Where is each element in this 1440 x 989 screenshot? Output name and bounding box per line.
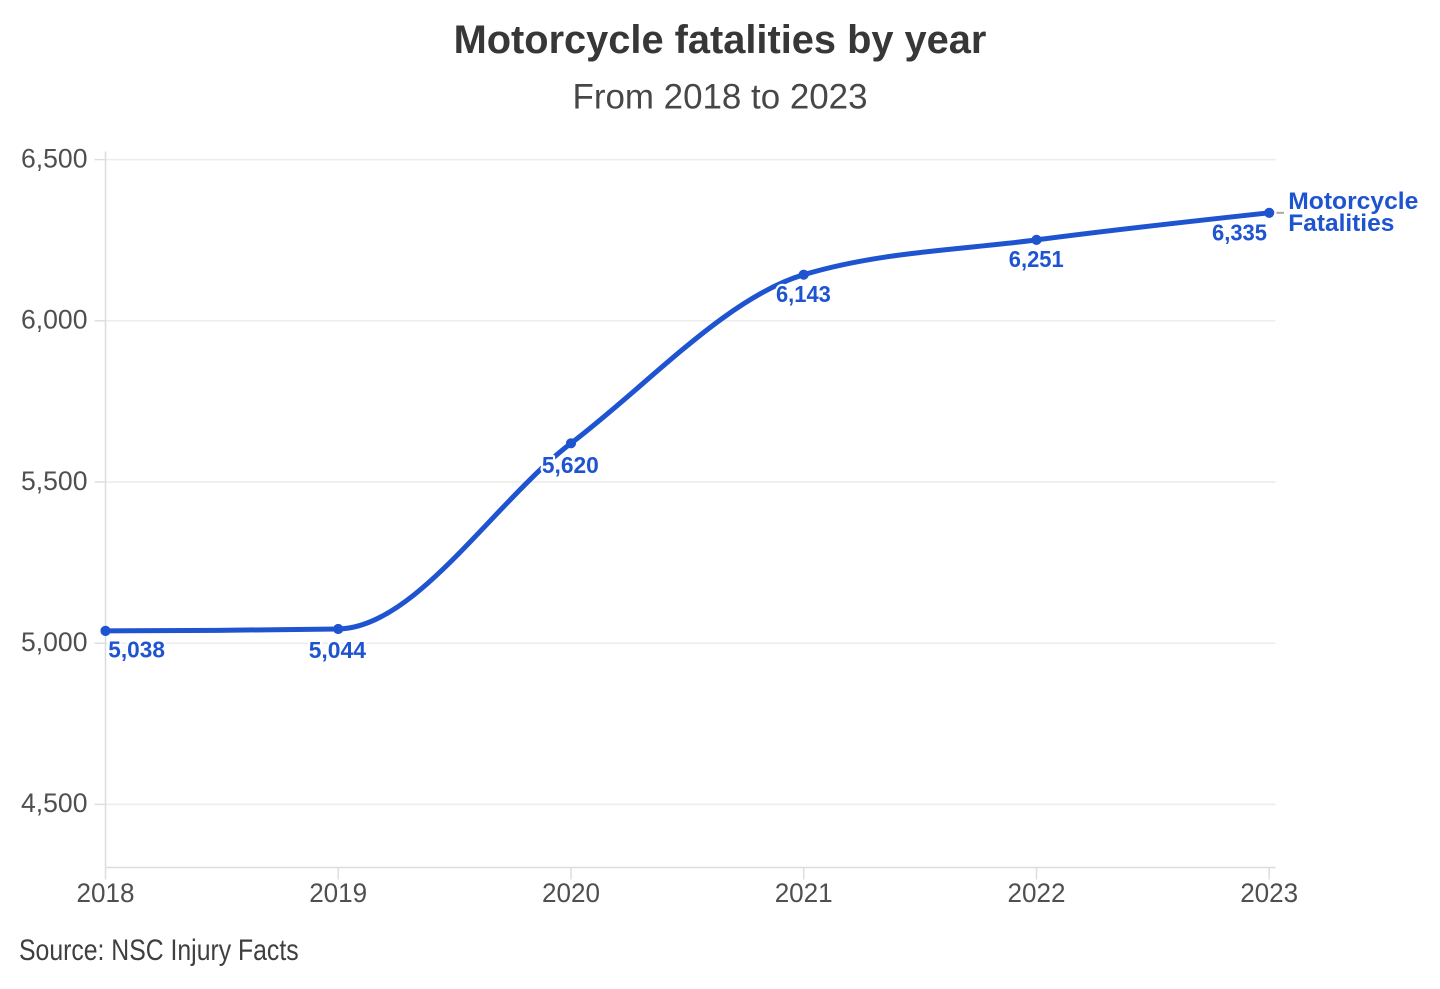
svg-text:6,335: 6,335 <box>1212 220 1267 246</box>
svg-text:2021: 2021 <box>775 878 833 908</box>
svg-text:2020: 2020 <box>542 878 600 908</box>
svg-text:Motorcycle fatalities by year: Motorcycle fatalities by year <box>454 18 987 62</box>
svg-text:Fatalities: Fatalities <box>1288 210 1394 237</box>
svg-text:6,500: 6,500 <box>21 143 88 173</box>
svg-text:6,000: 6,000 <box>21 305 88 335</box>
svg-text:6,251: 6,251 <box>1009 246 1064 272</box>
svg-text:6,143: 6,143 <box>776 281 831 307</box>
svg-text:Source: NSC Injury Facts: Source: NSC Injury Facts <box>19 934 299 967</box>
svg-text:5,044: 5,044 <box>309 637 366 663</box>
svg-text:5,500: 5,500 <box>21 466 88 496</box>
svg-text:Motorcycle: Motorcycle <box>1288 188 1418 215</box>
svg-text:2019: 2019 <box>309 878 367 908</box>
svg-text:4,500: 4,500 <box>21 788 88 818</box>
svg-text:5,620: 5,620 <box>542 452 599 478</box>
svg-text:2018: 2018 <box>77 878 135 908</box>
svg-text:From 2018 to 2023: From 2018 to 2023 <box>573 78 868 117</box>
svg-text:2022: 2022 <box>1008 878 1066 908</box>
svg-text:2023: 2023 <box>1240 878 1298 908</box>
svg-text:5,000: 5,000 <box>21 627 88 657</box>
svg-text:5,038: 5,038 <box>108 636 165 662</box>
